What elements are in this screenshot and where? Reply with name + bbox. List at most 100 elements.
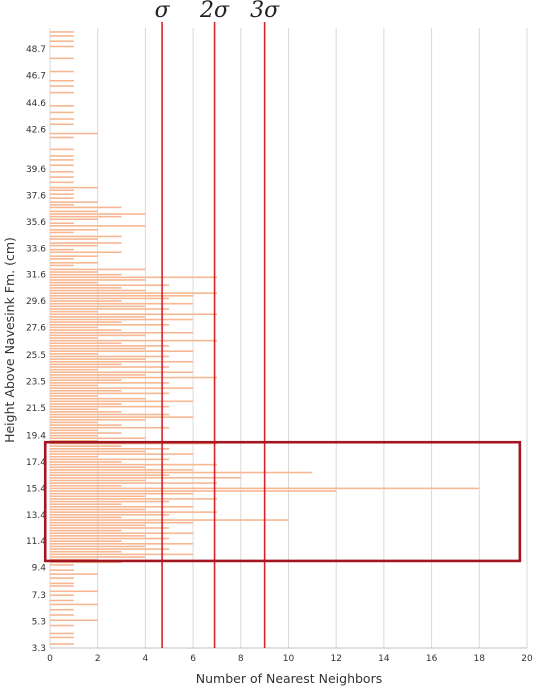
y-tick-label: 9.4	[32, 564, 47, 574]
threshold-label: 2σ	[199, 0, 230, 23]
bar	[50, 548, 170, 550]
bar	[50, 636, 74, 639]
bar	[50, 384, 98, 387]
bar	[50, 337, 98, 339]
bar	[50, 31, 74, 33]
y-tick-label: 39.6	[26, 165, 46, 175]
bar	[50, 91, 74, 94]
bar	[50, 521, 194, 524]
x-tick-label: 6	[190, 654, 196, 664]
bar	[50, 482, 217, 484]
bar	[50, 355, 170, 358]
bar	[50, 244, 98, 247]
bar	[50, 111, 74, 114]
y-tick-label: 25.5	[26, 351, 46, 361]
bar	[50, 203, 74, 206]
y-tick-label: 19.4	[26, 432, 46, 442]
bar	[50, 310, 98, 313]
bar	[50, 218, 98, 221]
bar	[50, 40, 74, 42]
y-tick-labels: 3.3 5.3 7.3 9.4 11.4 13.4 15.4 17.4 19.4 21.5 23.5…	[26, 45, 46, 654]
bar	[50, 424, 122, 426]
bar	[50, 268, 146, 271]
bar	[50, 238, 98, 240]
bar	[50, 231, 74, 234]
bar	[50, 434, 98, 437]
bar	[50, 432, 122, 434]
bar	[50, 264, 74, 267]
bar	[50, 426, 170, 429]
bar	[50, 392, 170, 395]
bar	[50, 445, 122, 447]
bar	[50, 508, 146, 511]
bar	[50, 382, 170, 384]
bar	[50, 403, 122, 405]
x-tick-labels: 0 2 4 6 8 10 12 14 16 18 20	[47, 654, 533, 664]
bar	[50, 297, 170, 300]
bar	[50, 440, 98, 442]
bar	[50, 442, 217, 445]
y-axis-label: Height Above Navesink Fm. (cm)	[2, 237, 17, 443]
bar	[50, 535, 146, 537]
bar	[50, 159, 74, 161]
y-tick-label: 17.4	[26, 458, 46, 468]
y-tick-label: 21.5	[26, 404, 46, 414]
bar	[50, 281, 98, 284]
bar	[50, 118, 74, 120]
bar	[50, 474, 170, 476]
y-tick-label: 37.6	[26, 192, 46, 202]
bar	[50, 271, 98, 273]
bar	[50, 289, 146, 292]
threshold-lines: σ 2σ 3σ	[155, 0, 280, 648]
bar	[50, 550, 122, 553]
bar	[50, 350, 194, 352]
y-tick-label: 46.7	[26, 71, 46, 81]
bar	[50, 477, 241, 479]
bar	[50, 363, 122, 366]
bar	[50, 321, 122, 323]
bar	[50, 371, 194, 374]
y-tick-label: 13.4	[26, 511, 46, 521]
bar	[50, 148, 74, 151]
bar	[50, 70, 74, 73]
threshold-label: 3σ	[250, 0, 280, 23]
bar	[50, 405, 170, 408]
x-tick-label: 12	[330, 654, 341, 664]
bar	[50, 577, 74, 579]
bar	[50, 258, 74, 260]
bar	[50, 397, 146, 400]
bar	[50, 558, 98, 561]
bar	[50, 136, 74, 139]
bar	[50, 490, 337, 492]
bar	[50, 379, 122, 382]
bar	[50, 416, 194, 418]
bar	[50, 594, 74, 597]
bar	[50, 276, 217, 279]
bar	[50, 614, 74, 616]
bar	[50, 511, 217, 513]
bar	[50, 506, 194, 508]
bar	[50, 242, 122, 244]
bar	[50, 455, 98, 458]
bar	[50, 176, 74, 178]
bar	[50, 376, 217, 379]
bars	[50, 31, 480, 645]
x-tick-label: 20	[521, 654, 533, 664]
bar	[50, 387, 194, 389]
bar	[50, 500, 170, 503]
bar	[50, 255, 98, 258]
highlight-region	[43, 440, 522, 563]
y-tick-label: 5.3	[32, 618, 46, 628]
bar	[50, 123, 74, 126]
bar	[50, 284, 170, 287]
bar	[50, 413, 170, 416]
bar	[50, 471, 313, 474]
x-axis-label: Number of Nearest Neighbors	[196, 671, 382, 686]
bar	[50, 498, 217, 500]
bar	[50, 418, 146, 421]
bar	[50, 366, 170, 368]
bar	[50, 318, 194, 321]
bar	[50, 229, 98, 231]
bar	[50, 201, 98, 203]
bar	[50, 57, 74, 60]
